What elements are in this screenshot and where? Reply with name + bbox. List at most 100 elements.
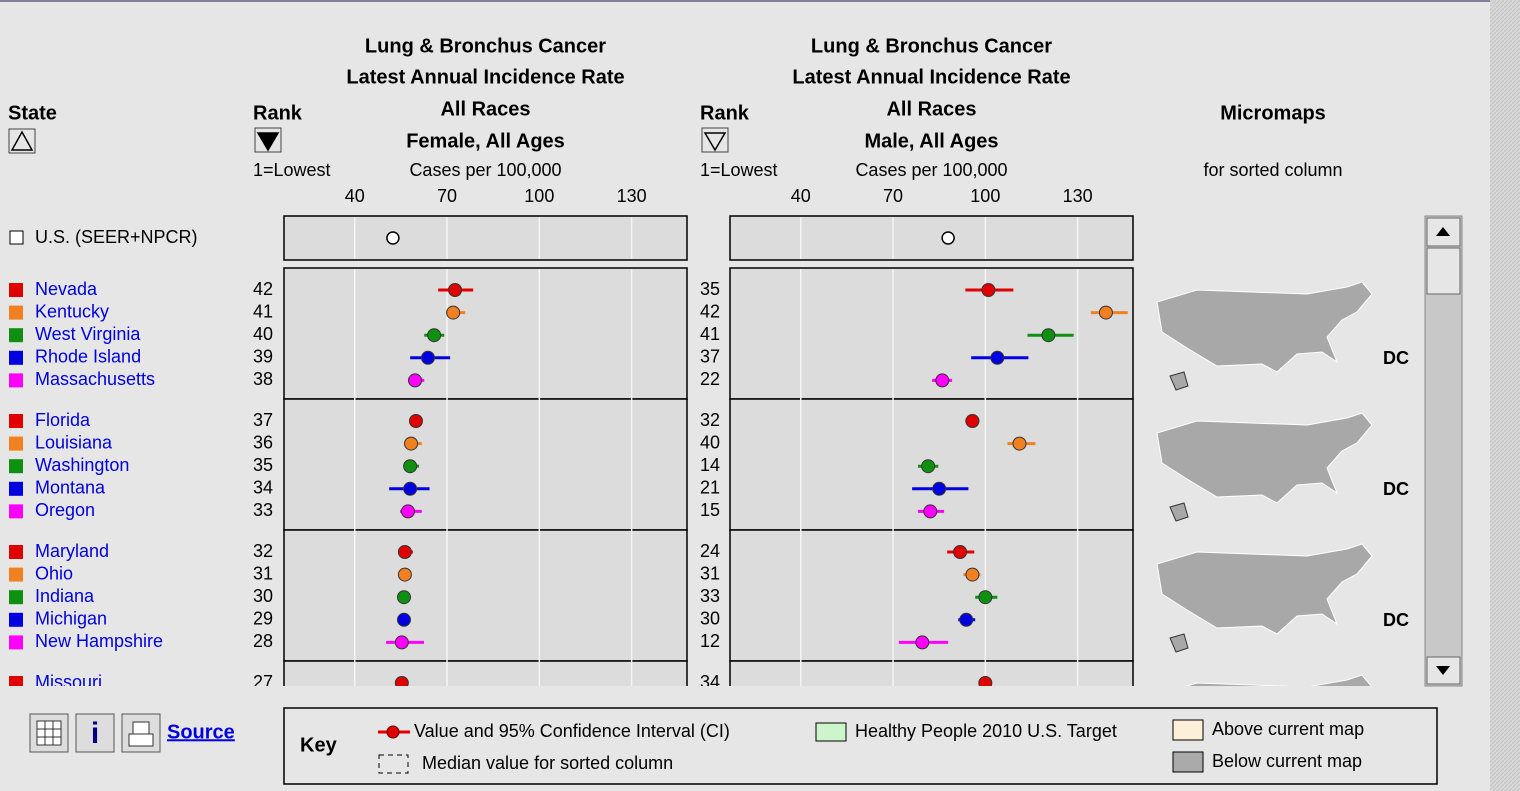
key-below-swatch bbox=[1172, 751, 1204, 773]
rank: 22 bbox=[700, 369, 720, 389]
state-swatch bbox=[9, 567, 23, 582]
rank: 30 bbox=[253, 586, 273, 606]
panel-unit: Cases per 100,000 bbox=[409, 160, 561, 180]
key-box bbox=[283, 707, 1438, 785]
source-link[interactable]: Source bbox=[167, 721, 235, 743]
state-name: Maryland bbox=[35, 541, 109, 561]
state-swatch bbox=[9, 635, 23, 650]
key-median-swatch bbox=[378, 754, 409, 774]
value-dot bbox=[990, 350, 1005, 365]
dc-label: DC bbox=[1383, 348, 1409, 368]
value-dot bbox=[420, 350, 435, 365]
rank: 31 bbox=[253, 563, 273, 583]
rank: 24 bbox=[700, 541, 720, 561]
sort-arrow bbox=[703, 132, 727, 152]
state-name: West Virginia bbox=[35, 324, 141, 344]
rank: 30 bbox=[700, 609, 720, 629]
micromaps-note: for sorted column bbox=[1203, 160, 1342, 180]
state-swatch bbox=[9, 373, 23, 388]
rank: 38 bbox=[253, 369, 273, 389]
micromap bbox=[1185, 674, 1372, 686]
rank: 35 bbox=[700, 279, 720, 299]
micromap-alaska bbox=[1169, 633, 1189, 653]
sort-button[interactable] bbox=[701, 127, 729, 153]
state-swatch bbox=[9, 305, 23, 320]
rank: 29 bbox=[253, 609, 273, 629]
key-target: Healthy People 2010 U.S. Target bbox=[855, 721, 1117, 741]
rank: 40 bbox=[253, 324, 273, 344]
panel-title: Male, All Ages bbox=[864, 130, 998, 152]
value-dot bbox=[981, 283, 996, 297]
state-name: Michigan bbox=[35, 609, 107, 629]
state-name: Montana bbox=[35, 478, 106, 498]
panel-title: Female, All Ages bbox=[406, 130, 565, 152]
x-tick-label: 40 bbox=[791, 186, 811, 206]
panel-title: All Races bbox=[886, 98, 976, 120]
key-ci-dot bbox=[386, 725, 400, 739]
x-tick-label: 70 bbox=[883, 186, 903, 206]
value-dot bbox=[394, 676, 409, 686]
value-dot bbox=[932, 481, 947, 496]
rank: 15 bbox=[700, 500, 720, 520]
panel-title: All Races bbox=[440, 98, 530, 120]
group-panel bbox=[283, 398, 688, 531]
rank: 41 bbox=[253, 301, 273, 321]
group-panel bbox=[283, 529, 688, 662]
value-dot bbox=[923, 504, 938, 519]
key-ci: Value and 95% Confidence Interval (CI) bbox=[414, 721, 730, 741]
rank: 33 bbox=[253, 500, 273, 520]
state-name: Louisiana bbox=[35, 432, 113, 452]
rank: 31 bbox=[700, 563, 720, 583]
state-name: Oregon bbox=[35, 500, 95, 520]
value-dot bbox=[965, 414, 980, 428]
value-dot bbox=[397, 545, 412, 559]
panel-title: Lung & Bronchus Cancer bbox=[365, 35, 606, 57]
panel-title: Lung & Bronchus Cancer bbox=[811, 35, 1052, 57]
value-dot bbox=[396, 612, 411, 627]
rank: 32 bbox=[700, 410, 720, 430]
us-panel bbox=[283, 215, 688, 261]
us-label: U.S. (SEER+NPCR) bbox=[35, 227, 198, 247]
info-icon: i bbox=[91, 717, 99, 750]
state-swatch bbox=[9, 504, 23, 519]
state-name: Missouri bbox=[35, 672, 102, 692]
rank: 36 bbox=[253, 432, 273, 452]
key-below: Below current map bbox=[1212, 751, 1362, 771]
rank: 41 bbox=[700, 324, 720, 344]
value-dot bbox=[394, 635, 409, 650]
x-tick-label: 100 bbox=[970, 186, 1000, 206]
value-dot bbox=[408, 414, 423, 428]
value-dot bbox=[403, 481, 418, 496]
value-dot bbox=[1012, 436, 1027, 451]
state-swatch bbox=[9, 350, 23, 365]
rank: 37 bbox=[700, 347, 720, 367]
rank: 14 bbox=[700, 455, 720, 475]
value-dot bbox=[959, 612, 974, 627]
value-dot bbox=[448, 283, 463, 297]
state-name: New Hampshire bbox=[35, 631, 163, 651]
rank: 27 bbox=[253, 672, 273, 692]
panel-title: Latest Annual Incidence Rate bbox=[346, 66, 624, 88]
rank: 35 bbox=[253, 455, 273, 475]
rank: 34 bbox=[253, 478, 273, 498]
state-swatch bbox=[9, 545, 23, 559]
value-dot bbox=[935, 373, 950, 388]
rank: 33 bbox=[700, 586, 720, 606]
value-dot bbox=[403, 459, 418, 474]
value-dot bbox=[978, 590, 993, 605]
scrollbar[interactable] bbox=[1424, 215, 1463, 687]
state-swatch bbox=[9, 436, 23, 451]
sort-button[interactable] bbox=[8, 128, 36, 154]
state-swatch bbox=[9, 612, 23, 627]
micromaps-header: Micromaps bbox=[1220, 102, 1326, 124]
x-tick-label: 130 bbox=[1063, 186, 1093, 206]
state-name: Kentucky bbox=[35, 301, 109, 321]
state-swatch bbox=[9, 590, 23, 605]
info-button[interactable] bbox=[75, 713, 115, 753]
micromap bbox=[1156, 543, 1373, 635]
micromap bbox=[1156, 281, 1373, 373]
state-swatch bbox=[9, 283, 23, 297]
state-name: Indiana bbox=[35, 586, 95, 606]
